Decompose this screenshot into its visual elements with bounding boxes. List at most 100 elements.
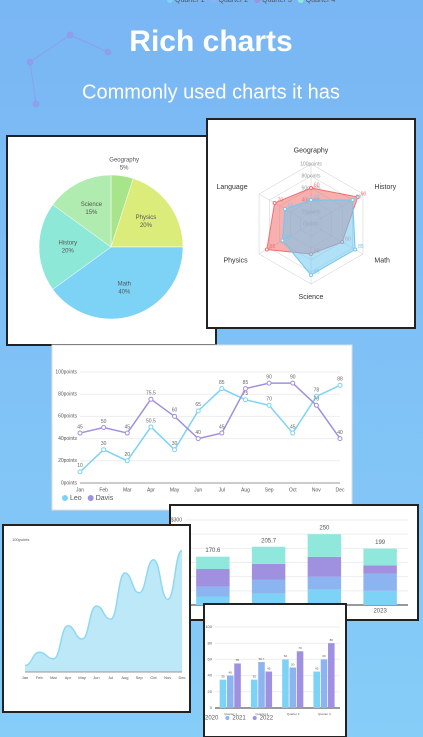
radar-category: History xyxy=(374,184,396,191)
slice-value: 15% xyxy=(85,210,98,216)
radar-value: 60 xyxy=(314,182,320,188)
bar-segment xyxy=(196,569,230,587)
legend-label: Davis xyxy=(96,495,114,502)
point-label: 65 xyxy=(195,402,201,408)
point-label: 70 xyxy=(266,397,272,403)
x-tick-label: Quarter 3 xyxy=(287,712,300,716)
point xyxy=(219,386,225,392)
bar-segment xyxy=(251,579,286,594)
point-label: 30 xyxy=(101,441,107,447)
y-tick-label: 100points xyxy=(12,537,29,542)
point-label: 88 xyxy=(337,377,343,383)
point xyxy=(337,382,343,388)
bar-label: 60 xyxy=(284,654,288,658)
x-tick-label: May xyxy=(170,487,180,493)
legend-swatch xyxy=(254,0,261,3)
point xyxy=(77,430,83,436)
bar xyxy=(258,662,265,708)
x-tick-label: Mar xyxy=(123,487,132,493)
bar-label: 35 xyxy=(253,674,257,678)
x-tick-label: Aug xyxy=(121,675,128,680)
y-tick-label: 80points xyxy=(58,392,77,398)
x-tick-label: Nov xyxy=(164,675,171,680)
total-label: 250 xyxy=(319,526,330,532)
slice-label: Math xyxy=(118,282,131,288)
bar-segment xyxy=(307,589,342,605)
legend-label: Quarter 4 xyxy=(306,0,336,4)
bar-segment xyxy=(251,546,286,564)
bar xyxy=(250,679,258,708)
point-label: 70 xyxy=(314,397,320,403)
radar-category: Science xyxy=(299,294,324,301)
series-line xyxy=(79,382,341,440)
decoration xyxy=(26,31,112,108)
chart-card xyxy=(51,344,353,511)
bar-label: 45 xyxy=(315,666,319,670)
bar xyxy=(320,659,328,708)
x-tick-label: Jun xyxy=(194,487,202,493)
total-label: 170.6 xyxy=(205,548,221,554)
radar-point xyxy=(355,195,360,199)
x-tick-label: Dec xyxy=(178,675,185,680)
x-tick-label: Dec xyxy=(336,487,345,493)
radar-point xyxy=(309,273,313,277)
point xyxy=(101,447,107,453)
point-label: 60 xyxy=(172,408,178,414)
radar-value: 85 xyxy=(270,244,276,250)
slice-label: Science xyxy=(81,202,103,208)
radar-category: Physics xyxy=(223,257,248,264)
radar-point xyxy=(309,198,313,202)
bar-segment xyxy=(363,590,397,605)
legend-swatch xyxy=(198,716,202,720)
legend-swatch xyxy=(167,0,173,3)
x-tick-label: Oct xyxy=(289,487,297,493)
point-label: 90 xyxy=(290,374,296,380)
x-tick-label: Jul xyxy=(219,487,225,493)
radar-value: 55 xyxy=(285,235,291,241)
point xyxy=(172,413,178,419)
y-tick-label: 0 xyxy=(210,705,213,710)
legend-label: Leo xyxy=(70,495,82,502)
bar xyxy=(313,671,320,708)
x-tick-label: Sep xyxy=(136,675,144,680)
point xyxy=(242,397,248,403)
point xyxy=(124,430,130,436)
legend-swatch xyxy=(225,716,230,720)
x-tick-label: Apr xyxy=(65,675,72,680)
radar-point xyxy=(280,238,285,243)
pie-slice xyxy=(52,174,112,248)
point xyxy=(290,430,296,436)
point xyxy=(148,396,154,402)
point-label: 10 xyxy=(77,463,83,469)
y-tick-label: 60 xyxy=(208,656,213,661)
point-label: 40 xyxy=(195,430,201,436)
y-tick-label: 60points xyxy=(58,414,77,420)
bar-segment xyxy=(363,573,397,591)
legend-swatch xyxy=(62,495,68,501)
x-tick-label: Nov xyxy=(312,487,321,493)
radar-value: 40 xyxy=(314,194,320,200)
bar-segment xyxy=(307,556,342,577)
point-label: 50 xyxy=(101,419,107,425)
point-label: 50.5 xyxy=(146,418,156,424)
legend-label: Quarter 2 xyxy=(219,0,249,4)
bar-label: 80 xyxy=(330,638,334,642)
radar-point xyxy=(350,198,355,202)
radar-point xyxy=(272,201,277,205)
y-tick-label: 80 xyxy=(208,640,213,645)
point xyxy=(313,402,319,408)
bar xyxy=(226,675,234,708)
x-tick-label: Jun xyxy=(93,675,99,680)
y-tick-label: 40 xyxy=(208,673,213,678)
y-tick-label: 100points xyxy=(55,369,77,375)
x-tick-label: Oct xyxy=(150,675,157,680)
bar-label: 55 xyxy=(236,658,240,662)
bar-label: 70 xyxy=(298,646,302,650)
bar-segment xyxy=(307,534,342,557)
radar-category: Geography xyxy=(294,148,329,155)
radar-point xyxy=(353,247,358,252)
point xyxy=(266,402,272,408)
bar xyxy=(296,651,304,708)
